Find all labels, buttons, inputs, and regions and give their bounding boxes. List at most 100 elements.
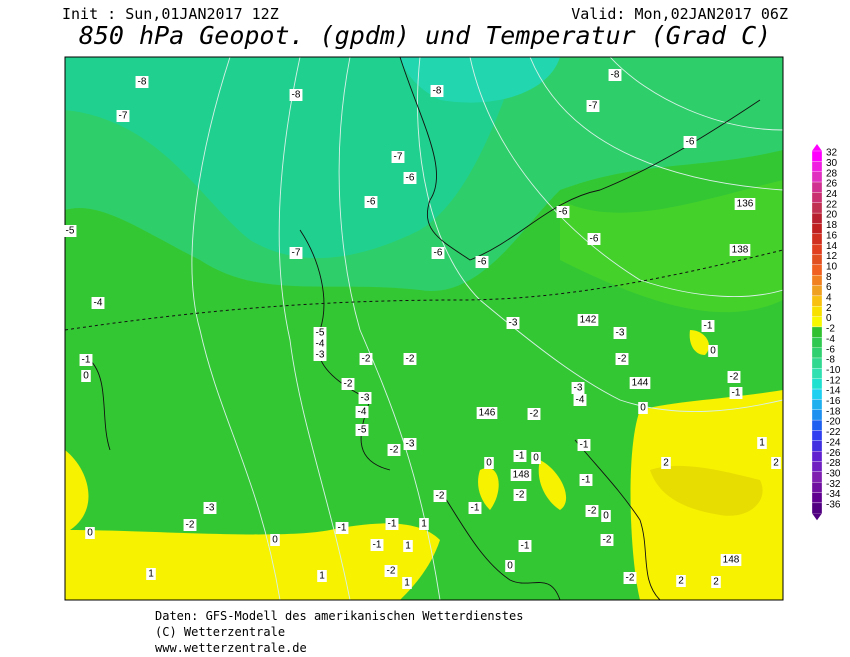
label-box [359, 353, 373, 365]
label-box [729, 244, 751, 256]
colorbar-label: -18 [826, 406, 841, 417]
contour-label: 138 [732, 245, 749, 256]
colorbar-label: -30 [826, 468, 841, 479]
contour-label: 0 [603, 511, 609, 522]
label-box [430, 85, 444, 97]
contour-label: 2 [713, 577, 719, 588]
label-box [608, 69, 622, 81]
colorbar-label: -24 [826, 437, 841, 448]
contour-label: -3 [574, 383, 583, 394]
label-box [727, 371, 741, 383]
colorbar-swatch [811, 161, 823, 172]
contour-label: -3 [406, 439, 415, 450]
label-box [683, 136, 697, 148]
field-warm-sw [65, 450, 440, 600]
contour-label: -3 [509, 318, 518, 329]
contour-label: 0 [486, 458, 492, 469]
colorbar-label: -16 [826, 396, 841, 407]
colorbar-swatch [811, 243, 823, 255]
contour-label: -1 [388, 519, 397, 530]
contour-label: -6 [590, 234, 599, 245]
label-box [313, 349, 327, 361]
label-box [579, 474, 593, 486]
label-box [475, 256, 489, 268]
colorbar-label: -12 [826, 375, 841, 386]
colorbar-label: -10 [826, 365, 841, 376]
colorbar-label: 26 [826, 179, 838, 190]
label-box [571, 382, 585, 394]
contour-label: -6 [367, 197, 376, 208]
label-box [270, 534, 280, 546]
label-box [403, 353, 417, 365]
colorbar-label: 0 [826, 313, 832, 324]
contour-label: -2 [344, 379, 353, 390]
colorbar-label: 10 [826, 261, 838, 272]
label-box [385, 518, 399, 530]
map-fields [65, 57, 783, 600]
colorbar-label: 4 [826, 293, 832, 304]
colorbar-label: 18 [826, 220, 838, 231]
colorbar-swatch [811, 388, 823, 400]
contour-label: -4 [576, 395, 585, 406]
label-box [433, 490, 447, 502]
contour-label: 2 [773, 458, 779, 469]
contour-label: -1 [471, 503, 480, 514]
contour-label: -1 [373, 540, 382, 551]
label-box [734, 198, 756, 210]
contour-label: -2 [436, 491, 445, 502]
label-box [505, 560, 515, 572]
footer-line: (C) Wetterzentrale [155, 625, 285, 639]
label-box [513, 489, 527, 501]
colorbar-label: -32 [826, 479, 841, 490]
map-title: 850 hPa Geopot. (gpdm) und Temperatur (G… [79, 21, 771, 50]
contour-label: -1 [580, 440, 589, 451]
contour-label: -6 [686, 137, 695, 148]
contour-label: -2 [618, 354, 627, 365]
label-box [661, 457, 671, 469]
field-warmer-se [650, 465, 763, 516]
contour-label: -2 [626, 573, 635, 584]
contour-label: 1 [319, 571, 325, 582]
contour-label: -1 [521, 541, 530, 552]
contour-label: 0 [507, 561, 513, 572]
colorbar-swatch [811, 275, 823, 286]
colorbar-swatch [811, 254, 823, 266]
label-box [757, 437, 767, 449]
label-box [289, 247, 303, 259]
contour-label: 2 [663, 458, 669, 469]
contour-label: 148 [723, 555, 740, 566]
colorbar-tip [812, 144, 822, 151]
coastlines [89, 57, 761, 600]
contour-label: -8 [292, 90, 301, 101]
contour-label: 1 [405, 541, 411, 552]
contour-label: 148 [513, 470, 530, 481]
colorbar-label: 6 [826, 282, 832, 293]
colorbar-label: -6 [826, 344, 835, 355]
colorbar-tip [812, 513, 822, 521]
colorbar-label: -8 [826, 355, 835, 366]
label-box [711, 576, 721, 588]
contour-label: -2 [387, 566, 396, 577]
label-box [85, 527, 95, 539]
label-box [613, 327, 627, 339]
colorbar-swatch [811, 440, 823, 452]
label-box [600, 534, 614, 546]
label-box [577, 314, 599, 326]
colorbar-label: 12 [826, 251, 838, 262]
label-box [527, 408, 541, 420]
colorbar-label: 14 [826, 241, 838, 252]
label-box [518, 540, 532, 552]
contour-label: 136 [737, 199, 754, 210]
label-box [513, 450, 527, 462]
contour-label: -2 [362, 354, 371, 365]
colorbar-label: -2 [826, 324, 835, 335]
label-box [402, 577, 412, 589]
contour-label: -2 [186, 520, 195, 531]
contour-label: -6 [434, 248, 443, 259]
colorbar-swatch [811, 502, 823, 514]
colorbar-swatch [811, 181, 823, 193]
colorbar-swatch [811, 492, 823, 504]
contour-label: 142 [580, 315, 597, 326]
contour-label: -1 [82, 355, 91, 366]
